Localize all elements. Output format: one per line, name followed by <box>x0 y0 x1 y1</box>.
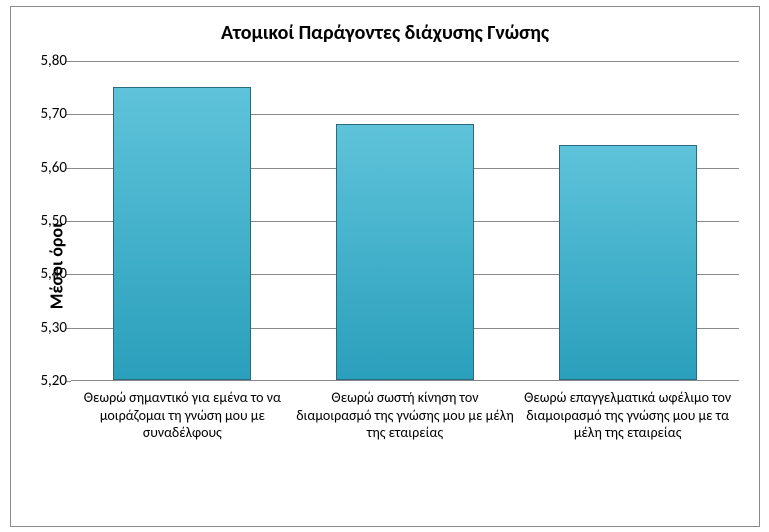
x-category-label: Θεωρώ σωστή κίνηση τον διαμοιρασμό της γ… <box>294 389 517 442</box>
x-category-label: Θεωρώ επαγγελματικά ωφέλιμο τον διαμοιρα… <box>516 389 739 442</box>
x-labels-row: Θεωρώ σημαντικό για εμένα το να μοιράζομ… <box>71 385 739 481</box>
y-tick-label: 5,20 <box>23 372 67 390</box>
chart-container: Ατομικοί Παράγοντες διάχυσης Γνώσης Μέσο… <box>10 6 760 527</box>
bar <box>559 145 697 380</box>
y-tick-label: 5,50 <box>23 212 67 230</box>
bar <box>113 87 251 380</box>
chart-title: Ατομικοί Παράγοντες διάχυσης Γνώσης <box>11 7 759 51</box>
y-tick-label: 5,70 <box>23 105 67 123</box>
y-tick-label: 5,30 <box>23 319 67 337</box>
gridline <box>71 61 739 62</box>
axis-area: 5,205,305,405,505,605,705,80 <box>71 61 739 381</box>
y-tick-label: 5,40 <box>23 265 67 283</box>
y-tick-label: 5,80 <box>23 52 67 70</box>
y-tick-label: 5,60 <box>23 159 67 177</box>
x-category-label: Θεωρώ σημαντικό για εμένα το να μοιράζομ… <box>71 389 294 442</box>
plot-area: Μέσοι όροι 5,205,305,405,505,605,705,80 … <box>11 51 759 481</box>
bar <box>336 124 474 380</box>
